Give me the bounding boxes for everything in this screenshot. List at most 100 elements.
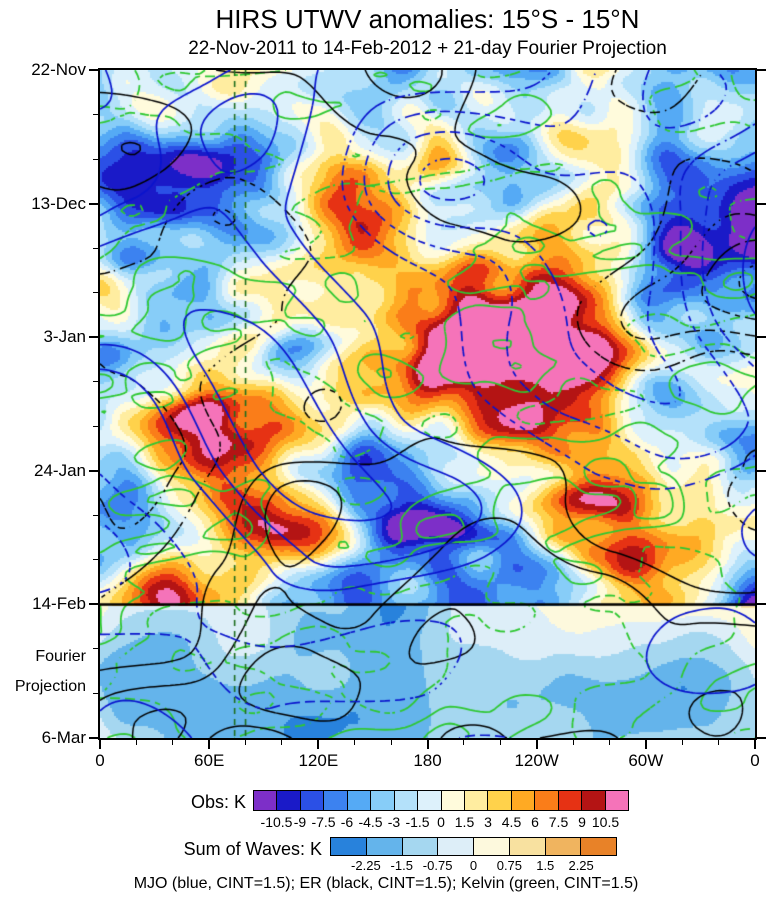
y-axis-tick-label: 14-Feb [32, 594, 86, 614]
waves-colorbar-segment [508, 837, 546, 856]
obs-colorbar-tick-label: -6 [340, 814, 354, 830]
legend-caption: MJO (blue, CINT=1.5); ER (black, CINT=1.… [133, 875, 639, 892]
waves-colorbar-segment [544, 837, 582, 856]
obs-colorbar-label: Obs: K [190, 792, 246, 812]
waves-colorbar-segment [330, 837, 367, 856]
obs-colorbar-tick-label: 7.5 [548, 814, 569, 830]
y-axis-minor-tick [93, 514, 98, 516]
x-axis-minor-tick [608, 740, 610, 745]
obs-colorbar-tick-label: 0 [437, 814, 445, 830]
obs-colorbar-segment [346, 790, 372, 811]
obs-colorbar-segment [276, 790, 301, 811]
chart-title: HIRS UTWV anomalies: 15°S - 15°N [215, 4, 640, 34]
waves-colorbar [330, 837, 617, 856]
y-axis-minor-tick [93, 292, 98, 294]
y-axis-minor-tick [93, 381, 98, 383]
y-axis-minor-tick [93, 692, 98, 694]
y-axis-tick-right [757, 69, 766, 71]
x-axis-tick [535, 740, 538, 749]
waves-colorbar-tick-label: 2.25 [568, 858, 594, 873]
x-axis-minor-tick [572, 740, 574, 745]
waves-colorbar-tick-label: 0.75 [496, 858, 523, 873]
x-axis-tick-label: 120E [298, 751, 339, 770]
x-axis-minor-tick [681, 740, 683, 745]
obs-colorbar-tick-label: 9 [578, 814, 586, 830]
y-axis-tick-label: 13-Dec [31, 193, 86, 213]
obs-colorbar-segment [604, 790, 629, 811]
obs-colorbar-tick-label: -7.5 [311, 814, 336, 830]
y-axis-minor-tick [93, 559, 98, 561]
x-axis-minor-tick [718, 740, 720, 745]
y-axis-minor-tick [93, 247, 98, 249]
x-axis-minor-tick [245, 740, 247, 745]
obs-colorbar [253, 790, 629, 811]
waves-colorbar-segment [401, 837, 439, 856]
y-axis-minor-tick [93, 114, 98, 116]
x-axis-minor-tick [281, 740, 283, 745]
x-axis-minor-tick [172, 740, 174, 745]
x-axis-minor-tick [390, 740, 392, 745]
obs-colorbar-segment [557, 790, 583, 811]
obs-colorbar-tick-label: 1.5 [454, 814, 475, 830]
y-axis-tick-left [89, 336, 98, 339]
waves-colorbar-tick-label: -0.75 [422, 858, 453, 873]
x-axis-minor-tick [135, 740, 137, 745]
waves-colorbar-segment [473, 837, 510, 856]
y-axis-tick-right [757, 202, 766, 205]
x-axis-minor-tick [354, 740, 356, 745]
y-axis-tick-label: 6-Mar [41, 728, 86, 747]
y-axis-minor-tick [93, 158, 98, 160]
waves-colorbar-tick-label: 0 [469, 858, 478, 873]
obs-colorbar-tick-label: -1.5 [405, 814, 430, 830]
x-axis-tick-label: 0 [750, 751, 760, 770]
obs-colorbar-tick-label: -3 [387, 814, 401, 830]
obs-colorbar-segment [370, 790, 395, 811]
hovmoller-field-canvas [100, 70, 755, 738]
y-axis-tick-left [89, 69, 98, 71]
x-axis-minor-tick [463, 740, 465, 745]
obs-colorbar-segment [487, 790, 512, 811]
y-axis-tick-left [89, 603, 98, 606]
waves-colorbar-tick-label: 1.5 [536, 858, 555, 873]
x-axis-tick-label: 180 [413, 751, 442, 770]
x-axis-tick [99, 740, 101, 749]
waves-colorbar-tick-label: -2.25 [351, 858, 381, 873]
obs-colorbar-tick-label: -9 [293, 814, 307, 830]
y-axis-tick-label: 22-Nov [31, 60, 86, 79]
y-axis-tick-left [89, 469, 98, 472]
x-axis-tick-label: 0 [95, 751, 105, 770]
y-axis-minor-tick [93, 425, 98, 427]
fourier-projection-label-line1: Fourier [35, 648, 86, 665]
x-axis-tick-label: 60E [194, 751, 225, 770]
obs-colorbar-tick-label: 10.5 [591, 814, 620, 830]
obs-colorbar-segment [417, 790, 442, 811]
obs-colorbar-segment [534, 790, 559, 811]
obs-colorbar-segment [510, 790, 536, 811]
obs-colorbar-segment [393, 790, 419, 811]
y-axis-tick-label: 3-Jan [43, 327, 86, 347]
x-axis-tick [644, 740, 647, 749]
y-axis-tick-right [757, 603, 766, 606]
x-axis-tick-label: 60W [628, 751, 664, 770]
waves-colorbar-label: Sum of Waves: K [183, 839, 322, 859]
x-axis-tick-label: 120W [514, 751, 559, 770]
x-axis-tick [426, 740, 429, 749]
obs-colorbar-tick-label: -4.5 [358, 814, 383, 830]
obs-colorbar-tick-label: 3 [484, 814, 492, 830]
waves-colorbar-segment [365, 837, 403, 856]
y-axis-tick-left [89, 202, 98, 205]
obs-colorbar-segment [440, 790, 465, 811]
y-axis-tick-label: 24-Jan [34, 460, 86, 480]
obs-colorbar-tick-label: 6 [531, 814, 539, 830]
y-axis-tick-right [757, 336, 766, 339]
waves-colorbar-tick-label: -1.5 [390, 858, 413, 873]
waves-colorbar-segment [437, 837, 474, 856]
obs-colorbar-ticks: -10.5 -9 -7.5 -6 -4.5 -3 -1.5 0 1.5 3 4.5 6 7.5 9 10.5 [253, 814, 629, 830]
obs-colorbar-segment [299, 790, 325, 811]
chart-subtitle: 22-Nov-2011 to 14-Feb-2012 + 21-day Four… [188, 38, 667, 59]
y-axis-tick-right [757, 469, 766, 472]
obs-colorbar-segment [581, 790, 606, 811]
obs-colorbar-segment [463, 790, 489, 811]
x-axis-tick [208, 740, 211, 749]
